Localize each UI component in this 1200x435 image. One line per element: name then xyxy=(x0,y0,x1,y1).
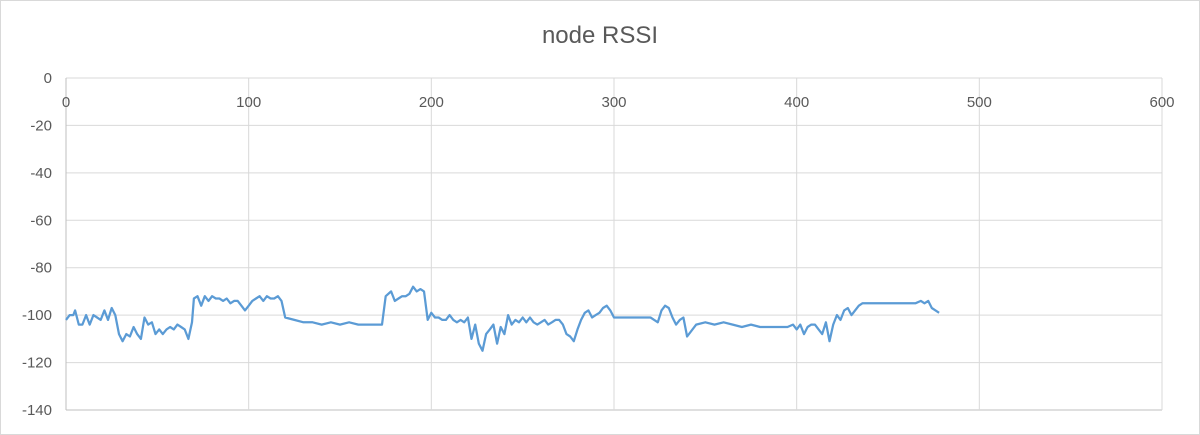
x-tick-label: 0 xyxy=(62,94,70,111)
x-tick-label: 200 xyxy=(419,94,444,111)
chart-title: node RSSI xyxy=(541,22,659,49)
x-tick-label: 600 xyxy=(1149,94,1174,111)
series-line xyxy=(65,285,940,352)
y-tick-label: -20 xyxy=(30,117,52,134)
y-tick-label: -100 xyxy=(22,307,52,324)
x-tick-label: 500 xyxy=(967,94,992,111)
y-tick-label: -60 xyxy=(30,212,52,229)
y-tick-label: -140 xyxy=(22,402,52,419)
y-tick-label: -80 xyxy=(30,260,52,277)
x-tick-label: 300 xyxy=(601,94,626,111)
x-tick-label: 100 xyxy=(236,94,261,111)
y-tick-label: 0 xyxy=(44,70,52,87)
x-tick-label: 400 xyxy=(784,94,809,111)
y-tick-label: -40 xyxy=(30,165,52,182)
y-tick-label: -120 xyxy=(22,355,52,372)
